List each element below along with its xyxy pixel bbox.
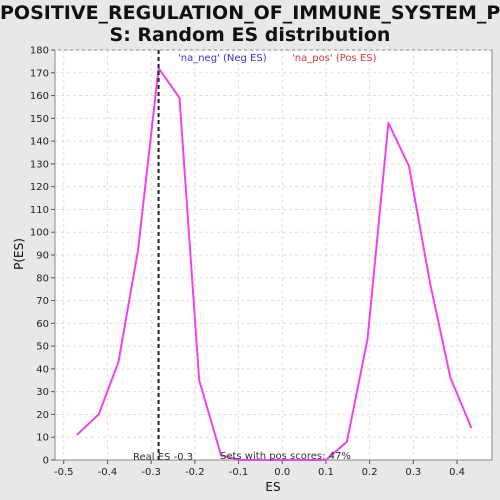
series-layer [76,67,473,461]
x-tick-label: -0.5 [54,467,74,478]
y-tick-label: 70 [36,296,49,307]
chart-title-line2: S: Random ES distribution [109,24,391,46]
grid-lines [55,49,492,460]
chart-title-line1: POSITIVE_REGULATION_OF_IMMUNE_SYSTEM_PRO… [0,2,500,24]
y-tick-label: 0 [43,456,49,467]
y-tick-label: 140 [30,137,49,148]
y-tick-label: 50 [36,342,49,353]
series-line [76,67,473,461]
x-tick-label: -0.2 [185,467,205,478]
x-tick-label: 0.0 [274,467,290,478]
x-tick-label: -0.3 [141,467,161,478]
y-tick-label: 90 [36,251,49,262]
y-tick-label: 130 [30,159,49,170]
x-axis-ticks: -0.5 -0.4 -0.3 -0.2 -0.1 0.0 0.1 0.2 0.3 0.4 [54,460,465,478]
real-es-label: Real ES -0.3 [133,452,193,463]
y-tick-label: 120 [30,182,49,193]
y-axis-label: P(ES) [12,238,26,270]
y-tick-label: 40 [36,364,49,375]
y-tick-label: 80 [36,273,49,284]
y-tick-label: 60 [36,319,49,330]
y-tick-label: 100 [30,228,49,239]
y-tick-label: 180 [30,46,49,57]
y-tick-label: 10 [36,433,49,444]
y-tick-label: 110 [30,205,49,216]
legend-pos-label: 'na_pos' (Pos ES) [292,53,377,64]
x-tick-label: -0.4 [98,467,118,478]
y-tick-label: 20 [36,410,49,421]
y-tick-label: 150 [30,114,49,125]
legend-neg-label: 'na_neg' (Neg ES) [178,53,267,64]
y-tick-label: 160 [30,91,49,102]
x-tick-label: -0.1 [229,467,249,478]
pos-scores-label: Sets with pos scores: 47% [220,451,351,462]
x-tick-label: 0.3 [405,467,421,478]
y-tick-label: 30 [36,387,49,398]
x-tick-label: 0.2 [362,467,378,478]
x-tick-label: 0.4 [449,467,465,478]
x-tick-label: 0.1 [318,467,334,478]
y-tick-label: 170 [30,68,49,79]
x-axis-label: ES [265,480,280,494]
y-axis-ticks: 0 10 20 30 40 50 60 70 80 90 100 110 120 130 140 150 160… [30,46,55,467]
